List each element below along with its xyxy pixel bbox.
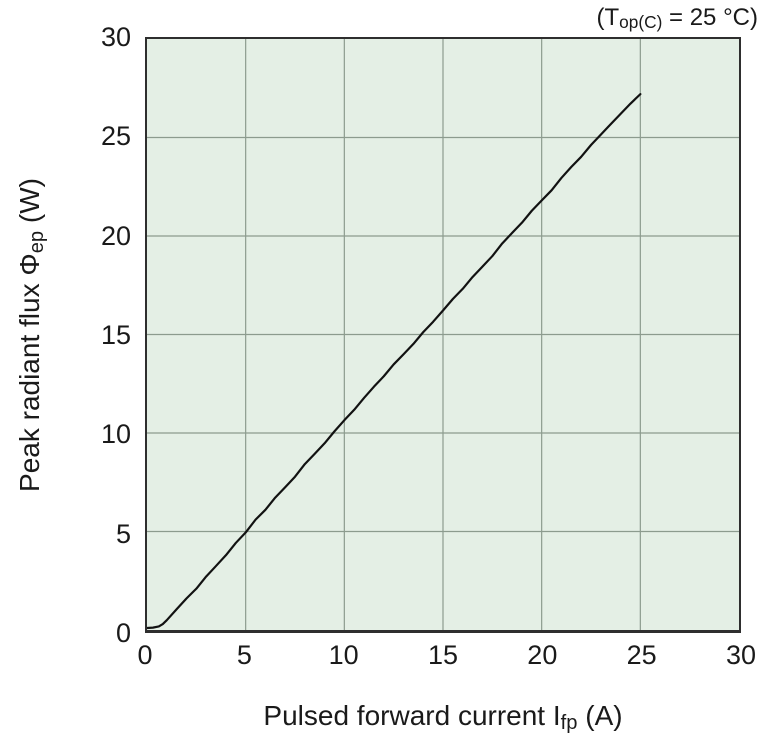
x-tick-label: 15 [427, 640, 459, 670]
data-line [147, 93, 642, 630]
y-tick-label: 20 [100, 220, 131, 251]
y-tick-label: 10 [100, 419, 131, 450]
condition-annotation-post: = 25 °C) [662, 4, 758, 31]
y-tick-label: 5 [115, 518, 131, 549]
y-tick-label: 15 [100, 320, 131, 350]
plot-svg [147, 39, 739, 630]
x-axis-title-pre: Pulsed forward current I [263, 700, 561, 731]
condition-annotation: (Top(C) = 25 °C) [596, 4, 758, 33]
y-tick-label: 30 [100, 22, 131, 52]
condition-annotation-sub: op(C) [619, 12, 663, 33]
y-tick-label: 0 [115, 618, 131, 648]
x-axis-title-sub: fp [560, 711, 578, 734]
x-tick-labels: 0 5 10 15 20 25 30 [137, 640, 756, 671]
x-tick-label: 20 [527, 640, 558, 670]
condition-annotation-pre: (T [596, 4, 620, 31]
x-tick-label: 30 [725, 640, 757, 670]
x-axis-title-post: (A) [577, 700, 623, 731]
x-tick-label: 10 [328, 640, 359, 670]
x-tick-label: 5 [236, 640, 252, 670]
y-tick-label: 25 [100, 121, 131, 152]
x-axis-title: Pulsed forward current Ifp (A) [145, 700, 741, 734]
y-tick-labels: 0 5 10 15 20 25 30 [0, 23, 131, 647]
x-tick-label: 25 [626, 640, 657, 670]
plot-area [145, 37, 741, 633]
x-tick-label: 0 [137, 640, 153, 670]
